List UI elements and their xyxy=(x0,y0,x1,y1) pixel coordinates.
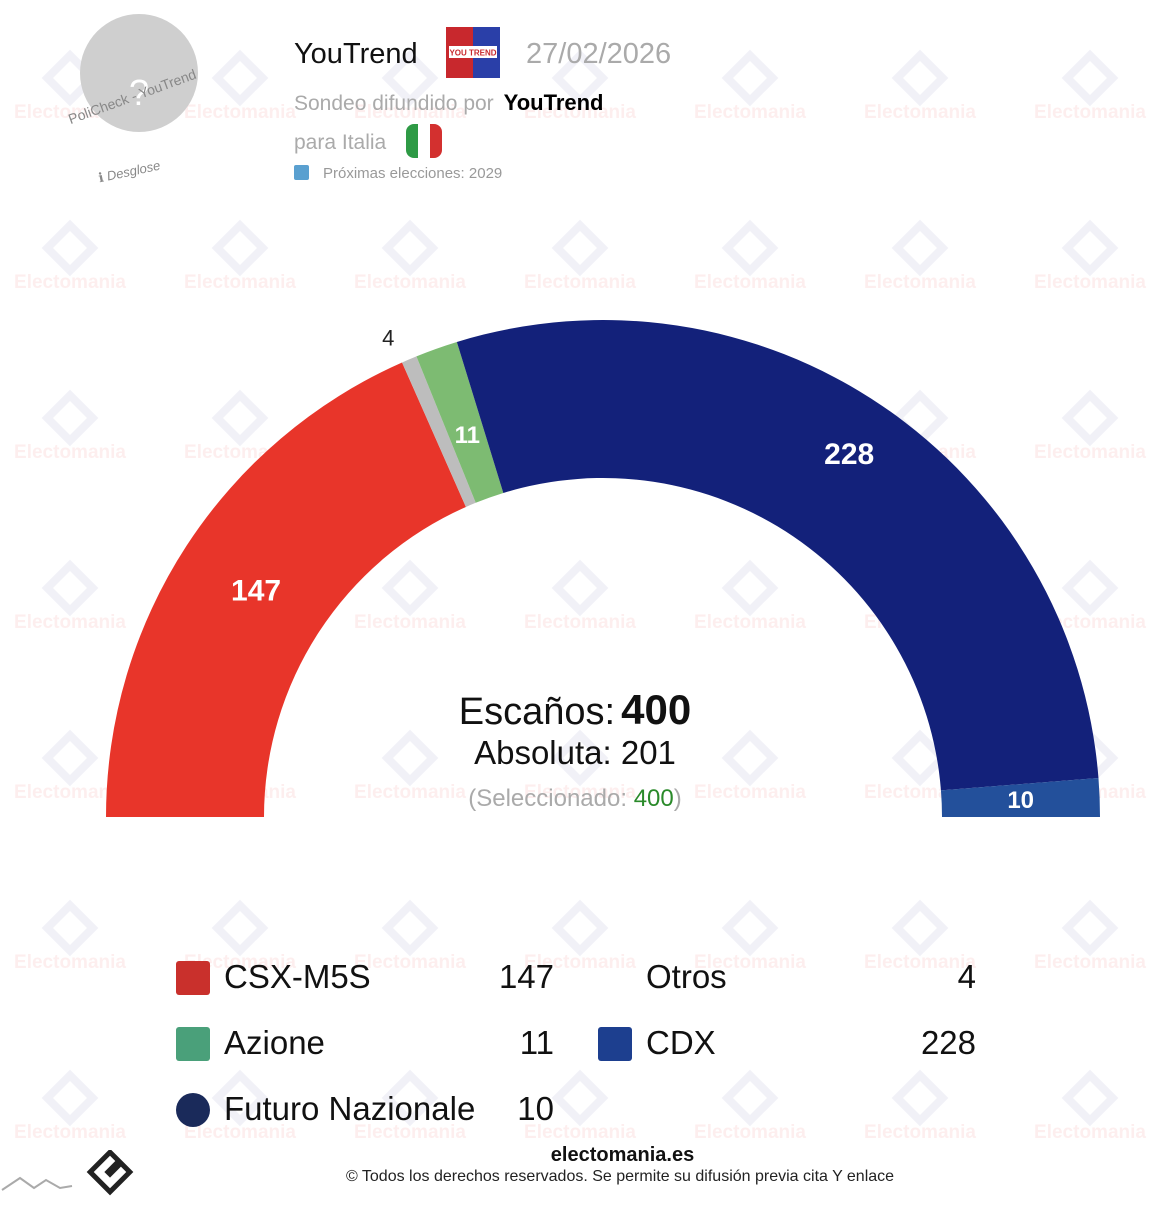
next-elections: Próximas elecciones: 2029 xyxy=(294,165,502,182)
legend-value: 147 xyxy=(498,958,554,995)
legend-name: Azione xyxy=(224,1024,325,1061)
hemicycle-segment-cdx[interactable] xyxy=(456,320,1099,791)
legend-name: CSX-M5S xyxy=(224,958,371,995)
legend-value: 228 xyxy=(920,1024,976,1061)
futuro-nazionale-logo-icon xyxy=(176,1093,210,1127)
electomania-logo-icon xyxy=(1,1150,134,1196)
poll-date: 27/02/2026 xyxy=(526,38,672,70)
legend-name: Otros xyxy=(646,958,727,995)
hemicycle-segment-azione[interactable] xyxy=(416,341,504,503)
legend-item-cdx[interactable]: CDX 228 xyxy=(598,1024,978,1064)
legend-item-azione[interactable]: Azione 11 xyxy=(176,1024,556,1064)
hemicycle-segment-otros[interactable] xyxy=(402,356,476,507)
seats-total: Escaños: 400 xyxy=(400,686,750,734)
ballot-box-icon xyxy=(294,165,309,180)
footer-site[interactable]: electomania.es xyxy=(550,1144,695,1166)
pollster-logo: YOU TREND xyxy=(446,27,500,78)
hemicycle-segment-futuro-nazionale[interactable] xyxy=(940,778,1100,817)
seat-label-azione: 11 xyxy=(455,422,480,449)
legend-value: 4 xyxy=(957,958,976,995)
csx-m5s-logo-icon xyxy=(176,961,210,995)
legend-value: 11 xyxy=(519,1024,554,1061)
selected-seats: (Seleccionado: 400) xyxy=(400,785,750,813)
published-by-label: Sondeo difundido por xyxy=(294,92,494,115)
published-by-value: YouTrend xyxy=(503,90,604,115)
absolute-majority: Absoluta: 201 xyxy=(474,734,676,771)
selected-close: ) xyxy=(673,785,682,812)
legend-item-futuro-nazionale[interactable]: Futuro Nazionale 10 xyxy=(176,1090,556,1130)
next-elections-text: Próximas elecciones: 2029 xyxy=(323,165,503,182)
footer-copyright: © Todos los derechos reservados. Se perm… xyxy=(345,1168,895,1185)
seat-label-otros: 4 xyxy=(382,326,394,351)
azione-logo-icon xyxy=(176,1027,210,1061)
selected-open: (Seleccionado: xyxy=(468,785,634,812)
selected-value: 400 xyxy=(633,785,674,812)
seats-value: 400 xyxy=(621,686,692,733)
legend-name: CDX xyxy=(646,1024,716,1061)
legend-item-otros[interactable]: Otros 4 xyxy=(598,958,978,998)
country-label: para Italia xyxy=(294,131,387,154)
hemicycle-segment-csx-m5s[interactable] xyxy=(106,362,466,817)
published-by: Sondeo difundido por YouTrend xyxy=(294,90,604,116)
pollster-name: YouTrend xyxy=(294,38,418,70)
seat-label-csx-m5s: 147 xyxy=(231,575,281,608)
italy-flag-icon xyxy=(406,124,442,158)
legend-item-csx-m5s[interactable]: CSX-M5S 147 xyxy=(176,958,556,998)
seats-label: Escaños: xyxy=(458,691,616,733)
avatar-symbol: ? xyxy=(128,72,150,113)
legend-name: Futuro Nazionale xyxy=(224,1090,476,1127)
legend-value: 10 xyxy=(517,1090,554,1127)
seat-label-cdx: 228 xyxy=(824,438,874,471)
pollster-logo-text: YOU TREND xyxy=(449,49,496,58)
seat-label-futuro-nazionale: 10 xyxy=(1007,787,1034,814)
pollster-avatar: ? xyxy=(80,14,198,132)
cdx-logo-icon xyxy=(598,1027,632,1061)
